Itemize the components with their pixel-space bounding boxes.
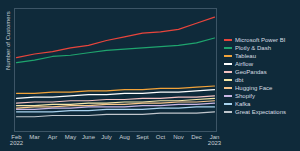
html-text:GeoPandas: GeoPandas: [235, 68, 267, 75]
html-text:Great Expectations: Great Expectations: [235, 108, 286, 115]
svg-text:Apr: Apr: [48, 134, 57, 140]
svg-text:June: June: [82, 134, 96, 140]
svg-text:Mar: Mar: [29, 134, 39, 140]
html-text:Plotly & Dash: Plotly & Dash: [235, 44, 271, 51]
html-text:Kafka: Kafka: [235, 100, 251, 107]
svg-text:May: May: [65, 134, 76, 140]
svg-text:July: July: [101, 134, 112, 140]
html-text:Shopify: Shopify: [235, 92, 255, 99]
svg-text:Number of Customers: Number of Customers: [5, 11, 11, 70]
svg-text:Oct: Oct: [156, 134, 166, 140]
html-text:Microsoft Power BI: Microsoft Power BI: [235, 36, 286, 43]
html-text:dbt: dbt: [235, 76, 244, 83]
svg-text:Feb2022: Feb2022: [10, 134, 24, 146]
svg-text:Sept: Sept: [136, 134, 149, 140]
html-text:Hugging Face: Hugging Face: [235, 84, 273, 91]
svg-text:Jan2023: Jan2023: [208, 134, 222, 146]
svg-text:Aug: Aug: [119, 134, 130, 140]
svg-text:Dec: Dec: [191, 134, 202, 140]
html-text:Tableau: Tableau: [235, 52, 256, 59]
html-text:Airflow: Airflow: [235, 60, 253, 67]
svg-text:Nov: Nov: [173, 134, 184, 140]
